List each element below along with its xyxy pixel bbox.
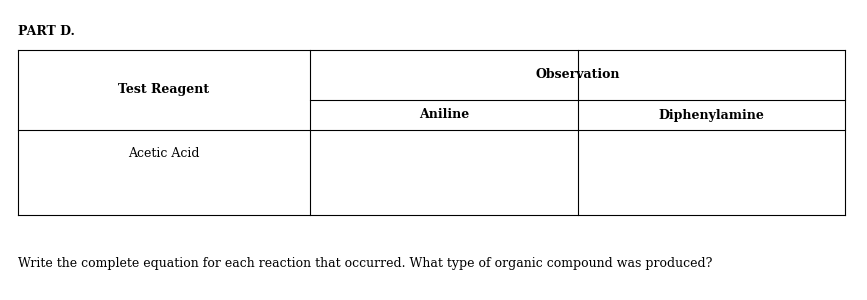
- Text: Test Reagent: Test Reagent: [119, 83, 210, 97]
- Text: Diphenylamine: Diphenylamine: [659, 109, 765, 122]
- Text: Write the complete equation for each reaction that occurred. What type of organi: Write the complete equation for each rea…: [18, 256, 713, 269]
- Text: Aniline: Aniline: [419, 109, 469, 122]
- Text: Acetic Acid: Acetic Acid: [128, 147, 199, 160]
- Text: Observation: Observation: [535, 68, 620, 82]
- Text: PART D.: PART D.: [18, 25, 75, 38]
